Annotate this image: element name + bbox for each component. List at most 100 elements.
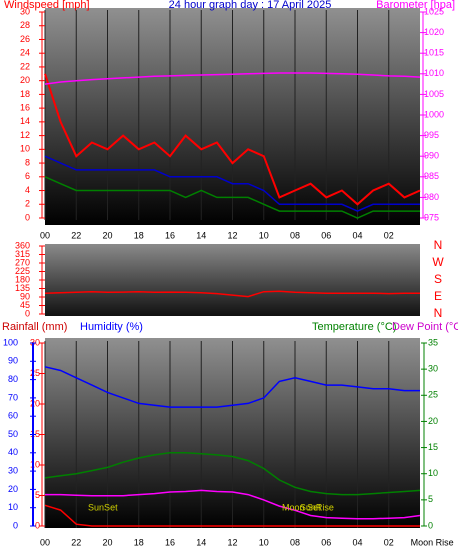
x-tick-label: 10 [259, 537, 269, 547]
y3-tick-label: 0 [13, 520, 18, 530]
annotation: SunRise [300, 502, 334, 512]
x-tick-label: 08 [290, 537, 300, 547]
x-tick-label: 08 [290, 230, 300, 240]
y2-tick-label: 1020 [424, 27, 444, 37]
x-tick-label: 22 [71, 537, 81, 547]
x-tick-label: 06 [321, 230, 331, 240]
y-tick-label: 180 [15, 274, 30, 284]
series-line [44, 176, 420, 219]
y-tick-label: 2 [25, 199, 30, 209]
y-tick-label: 18 [20, 89, 30, 99]
y3-tick-label: 60 [8, 411, 18, 421]
x-tick-label: 00 [40, 230, 50, 240]
y-tick-label: 30 [20, 6, 30, 16]
y-tick-label: 135 [15, 283, 30, 293]
annotation: Moon Rise [411, 537, 454, 547]
y2-tick-label: 30 [428, 364, 438, 374]
y2-tick-label: 975 [424, 212, 439, 222]
y3-tick-label: 10 [8, 502, 18, 512]
x-tick-label: 14 [196, 537, 206, 547]
y-tick-label: 0 [25, 308, 30, 318]
x-tick-label: 06 [321, 537, 331, 547]
y-tick-label: 14 [20, 116, 30, 126]
x-tick-label: 18 [134, 230, 144, 240]
y2-tick-label: 35 [428, 337, 438, 347]
rain-label: Rainfall (mm) [2, 321, 67, 333]
barometer-label: Barometer [hpa] [376, 0, 455, 11]
y2-tick-label: N [434, 238, 443, 252]
annotation: SunSet [88, 502, 118, 512]
series-line [44, 72, 421, 85]
y-tick-label: 15 [30, 429, 40, 439]
y2-tick-label: 980 [424, 192, 439, 202]
y2-tick-label: 995 [424, 130, 439, 140]
y2-tick-label: 1015 [424, 48, 444, 58]
x-tick-label: 02 [384, 537, 394, 547]
y2-tick-label: 10 [428, 468, 438, 478]
y2-tick-label: S [434, 272, 442, 286]
y2-tick-label: 1005 [424, 89, 444, 99]
y-tick-label: 22 [20, 61, 30, 71]
y3-tick-label: 30 [8, 465, 18, 475]
y2-tick-label: 25 [428, 390, 438, 400]
x-tick-label: 02 [384, 230, 394, 240]
x-tick-label: 18 [134, 537, 144, 547]
y-tick-label: 0 [25, 212, 30, 222]
series-line [45, 489, 421, 520]
y3-tick-label: 50 [8, 429, 18, 439]
x-tick-label: 20 [102, 230, 112, 240]
direction-panel [45, 244, 420, 316]
y-tick-label: 225 [15, 266, 30, 276]
y2-tick-label: N [434, 306, 443, 320]
y-tick-label: 10 [30, 459, 40, 469]
y2-tick-label: 5 [428, 494, 433, 504]
y-tick-label: 12 [20, 130, 30, 140]
y-tick-label: 360 [15, 240, 30, 250]
annotation: Moon Set [282, 502, 321, 512]
x-tick-label: 12 [227, 537, 237, 547]
y-tick-label: 20 [30, 398, 40, 408]
y2-tick-label: 0 [428, 520, 433, 530]
y2-tick-label: 1010 [424, 68, 444, 78]
x-tick-label: 00 [40, 537, 50, 547]
y2-tick-label: 985 [424, 171, 439, 181]
y-tick-label: 270 [15, 257, 30, 267]
y-tick-label: 24 [20, 48, 30, 58]
x-tick-label: 16 [165, 230, 175, 240]
y3-tick-label: 70 [8, 392, 18, 402]
series-line [44, 452, 421, 496]
x-tick-label: 22 [71, 230, 81, 240]
y-tick-label: 45 [20, 300, 30, 310]
y-tick-label: 4 [25, 185, 30, 195]
series-line [44, 73, 421, 206]
y-tick-label: 315 [15, 249, 30, 259]
x-tick-label: 04 [352, 537, 362, 547]
y-tick-label: 6 [25, 171, 30, 181]
x-tick-label: 12 [227, 230, 237, 240]
humidity-label: Humidity (%) [80, 321, 143, 333]
wind-label: Windspeed [mph] [4, 0, 90, 11]
y-tick-label: 0 [35, 520, 40, 530]
y-tick-label: 20 [20, 75, 30, 85]
y3-tick-label: 40 [8, 447, 18, 457]
temp-label: Temperature (°C) [312, 321, 396, 333]
x-tick-label: 14 [196, 230, 206, 240]
y3-tick-label: 20 [8, 484, 18, 494]
x-tick-label: 10 [259, 230, 269, 240]
y-tick-label: 8 [25, 157, 30, 167]
y2-tick-label: W [432, 255, 444, 269]
chart-title: 24 hour graph day : 17 April 2025 [169, 0, 332, 11]
dew-label: Dew Point (°C [392, 321, 458, 333]
y2-tick-label: 1000 [424, 109, 444, 119]
y-tick-label: 30 [30, 337, 40, 347]
y-tick-label: 90 [20, 291, 30, 301]
y-tick-label: 16 [20, 103, 30, 113]
series-line [44, 366, 420, 408]
series-line [44, 290, 420, 298]
x-tick-label: 16 [165, 537, 175, 547]
y-tick-label: 28 [20, 20, 30, 30]
y-tick-label: 10 [20, 144, 30, 154]
y2-tick-label: 1025 [424, 6, 444, 16]
y-tick-label: 25 [30, 368, 40, 378]
